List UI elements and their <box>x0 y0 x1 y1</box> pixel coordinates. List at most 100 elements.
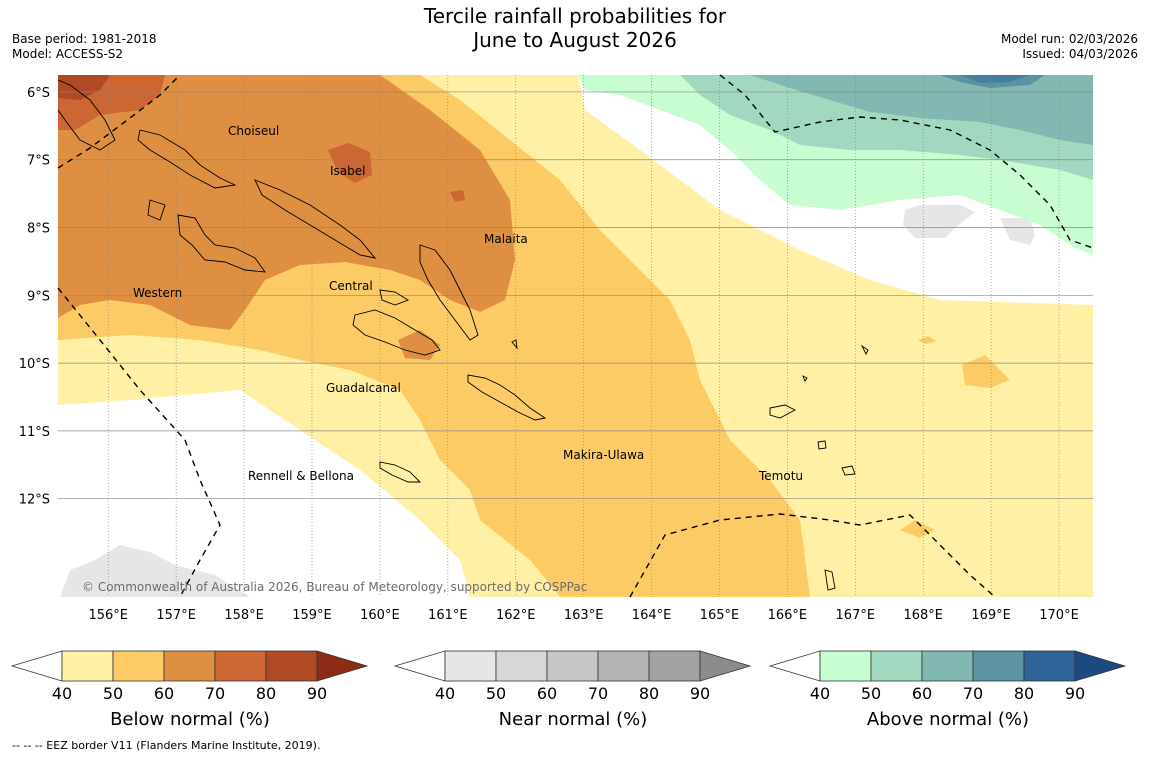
province-label-western: Western <box>133 286 182 300</box>
lat-label: 6°S <box>27 86 50 101</box>
colorbar-near-tick: 50 <box>486 684 506 703</box>
lon-label: 168°E <box>903 608 943 623</box>
lon-label: 169°E <box>971 608 1011 623</box>
lon-label: 170°E <box>1039 608 1079 623</box>
lon-label: 163°E <box>564 608 604 623</box>
colorbar-near-segment <box>597 650 650 682</box>
colorbar-label-above: Above normal (%) <box>866 709 1030 730</box>
island-new-georgia <box>147 199 266 273</box>
province-label-temotu: Temotu <box>758 469 803 483</box>
model-run: Model run: 02/03/2026 <box>1000 32 1138 46</box>
island-bougainville <box>57 79 116 151</box>
lon-label: 166°E <box>768 608 808 623</box>
below-50-60-blob-3 <box>918 336 936 344</box>
province-label-guadalcanal: Guadalcanal <box>326 381 401 395</box>
lon-label: 165°E <box>700 608 740 623</box>
lon-label: 161°E <box>428 608 468 623</box>
lon-label: 160°E <box>360 608 400 623</box>
lon-label: 164°E <box>632 608 672 623</box>
province-label-isabel: Isabel <box>330 164 365 178</box>
colorbar-below-segment <box>265 650 318 682</box>
above-60-70-area <box>750 75 1093 145</box>
colorbar-above-min-extend <box>768 650 821 682</box>
base-period: Base period: 1981-2018 <box>12 32 157 46</box>
colorbar-below-min-extend <box>10 650 63 682</box>
meta-left: Base period: 1981-2018 Model: ACCESS-S2 <box>12 32 157 62</box>
province-labels: Choiseul Isabel Malaita Central Western … <box>133 124 803 483</box>
lon-label: 156°E <box>88 608 128 623</box>
probability-field <box>58 75 1093 597</box>
colorbar-below-tick: 50 <box>103 684 123 703</box>
land-outlines <box>57 79 869 591</box>
colorbar-above-segment <box>870 650 923 682</box>
island-makira <box>467 374 547 421</box>
colorbar-below-tick: 70 <box>205 684 225 703</box>
colorbar-above-tick: 80 <box>1014 684 1034 703</box>
issued-date: Issued: 04/03/2026 <box>1022 47 1138 61</box>
province-label-choiseul: Choiseul <box>228 124 279 138</box>
lat-label: 8°S <box>27 222 50 237</box>
island-small-1 <box>841 465 856 476</box>
island-small-2 <box>817 440 827 450</box>
above-70-80-area <box>940 75 1045 88</box>
colorbar-label-below: Below normal (%) <box>110 709 270 730</box>
eez-footnote: -- -- -- EEZ border V11 (Flanders Marine… <box>12 739 321 752</box>
below-60-70-south <box>398 330 440 360</box>
colorbar-above-tick: 60 <box>912 684 932 703</box>
lat-label: 11°S <box>19 425 50 440</box>
province-label-rennell-bellona: Rennell & Bellona <box>248 469 354 483</box>
lon-label: 162°E <box>496 608 536 623</box>
lon-label: 167°E <box>836 608 876 623</box>
gridlines <box>58 75 1093 597</box>
colorbar-above-tick: 70 <box>963 684 983 703</box>
colorbar-below-segment <box>163 650 216 682</box>
colorbar-near-min-extend <box>393 650 446 682</box>
colorbar-above-segment <box>1023 650 1076 682</box>
lat-label: 12°S <box>19 493 50 508</box>
island-central-florida <box>379 289 410 306</box>
colorbar-below-segment <box>61 650 114 682</box>
colorbar-near-segment <box>546 650 599 682</box>
meta-right: Model run: 02/03/2026 Issued: 04/03/2026 <box>1001 32 1138 62</box>
colorbar-below-segment <box>112 650 165 682</box>
colorbar-near-tick: 70 <box>588 684 608 703</box>
colorbar-below-segment <box>214 650 267 682</box>
colorbar-near-tick: 40 <box>435 684 455 703</box>
near-40-50-east-2 <box>1000 218 1035 245</box>
island-small-3 <box>824 569 836 591</box>
no-dominant-lower-left <box>58 390 470 597</box>
copyright-notice: © Commonwealth of Australia 2026, Bureau… <box>82 580 587 594</box>
eez-border-south <box>629 513 996 598</box>
colorbar-near-tick: 90 <box>690 684 710 703</box>
near-40-50-east-1 <box>903 205 975 238</box>
colorbar-above-segment <box>819 650 872 682</box>
lon-label: 158°E <box>224 608 264 623</box>
colorbar-above-tick: 90 <box>1065 684 1085 703</box>
colorbar-near-max-extend <box>699 650 752 682</box>
colorbar-above-segment <box>972 650 1025 682</box>
lat-label: 10°S <box>19 357 50 372</box>
eez-border-west <box>57 287 221 598</box>
below-50-60-blob-2 <box>900 520 935 538</box>
latitude-labels: 6°S 7°S 8°S 9°S 10°S 11°S 12°S <box>19 86 50 508</box>
island-guadalcanal <box>352 309 441 356</box>
colorbar-below-tick: 90 <box>307 684 327 703</box>
colorbar-above-tick: 50 <box>861 684 881 703</box>
eez-borders <box>57 74 1094 598</box>
island-small-6 <box>802 375 808 382</box>
colorbar-label-near: Near normal (%) <box>498 709 648 730</box>
eez-border-north-east <box>719 74 1094 249</box>
eez-border-north-west <box>57 74 181 169</box>
below-60-70-area <box>58 75 515 330</box>
below-70-80-isabel <box>328 143 372 183</box>
colorbar-below-tick: 80 <box>256 684 276 703</box>
colorbar-below-tick: 60 <box>154 684 174 703</box>
province-label-central: Central <box>329 279 373 293</box>
model-name: Model: ACCESS-S2 <box>12 47 124 61</box>
title-line-1: Tercile rainfall probabilities for <box>423 4 727 28</box>
colorbar-below-max-extend <box>316 650 369 682</box>
island-small-5 <box>511 339 518 350</box>
lat-label: 7°S <box>27 154 50 169</box>
colorbar-above-tick: 40 <box>810 684 830 703</box>
